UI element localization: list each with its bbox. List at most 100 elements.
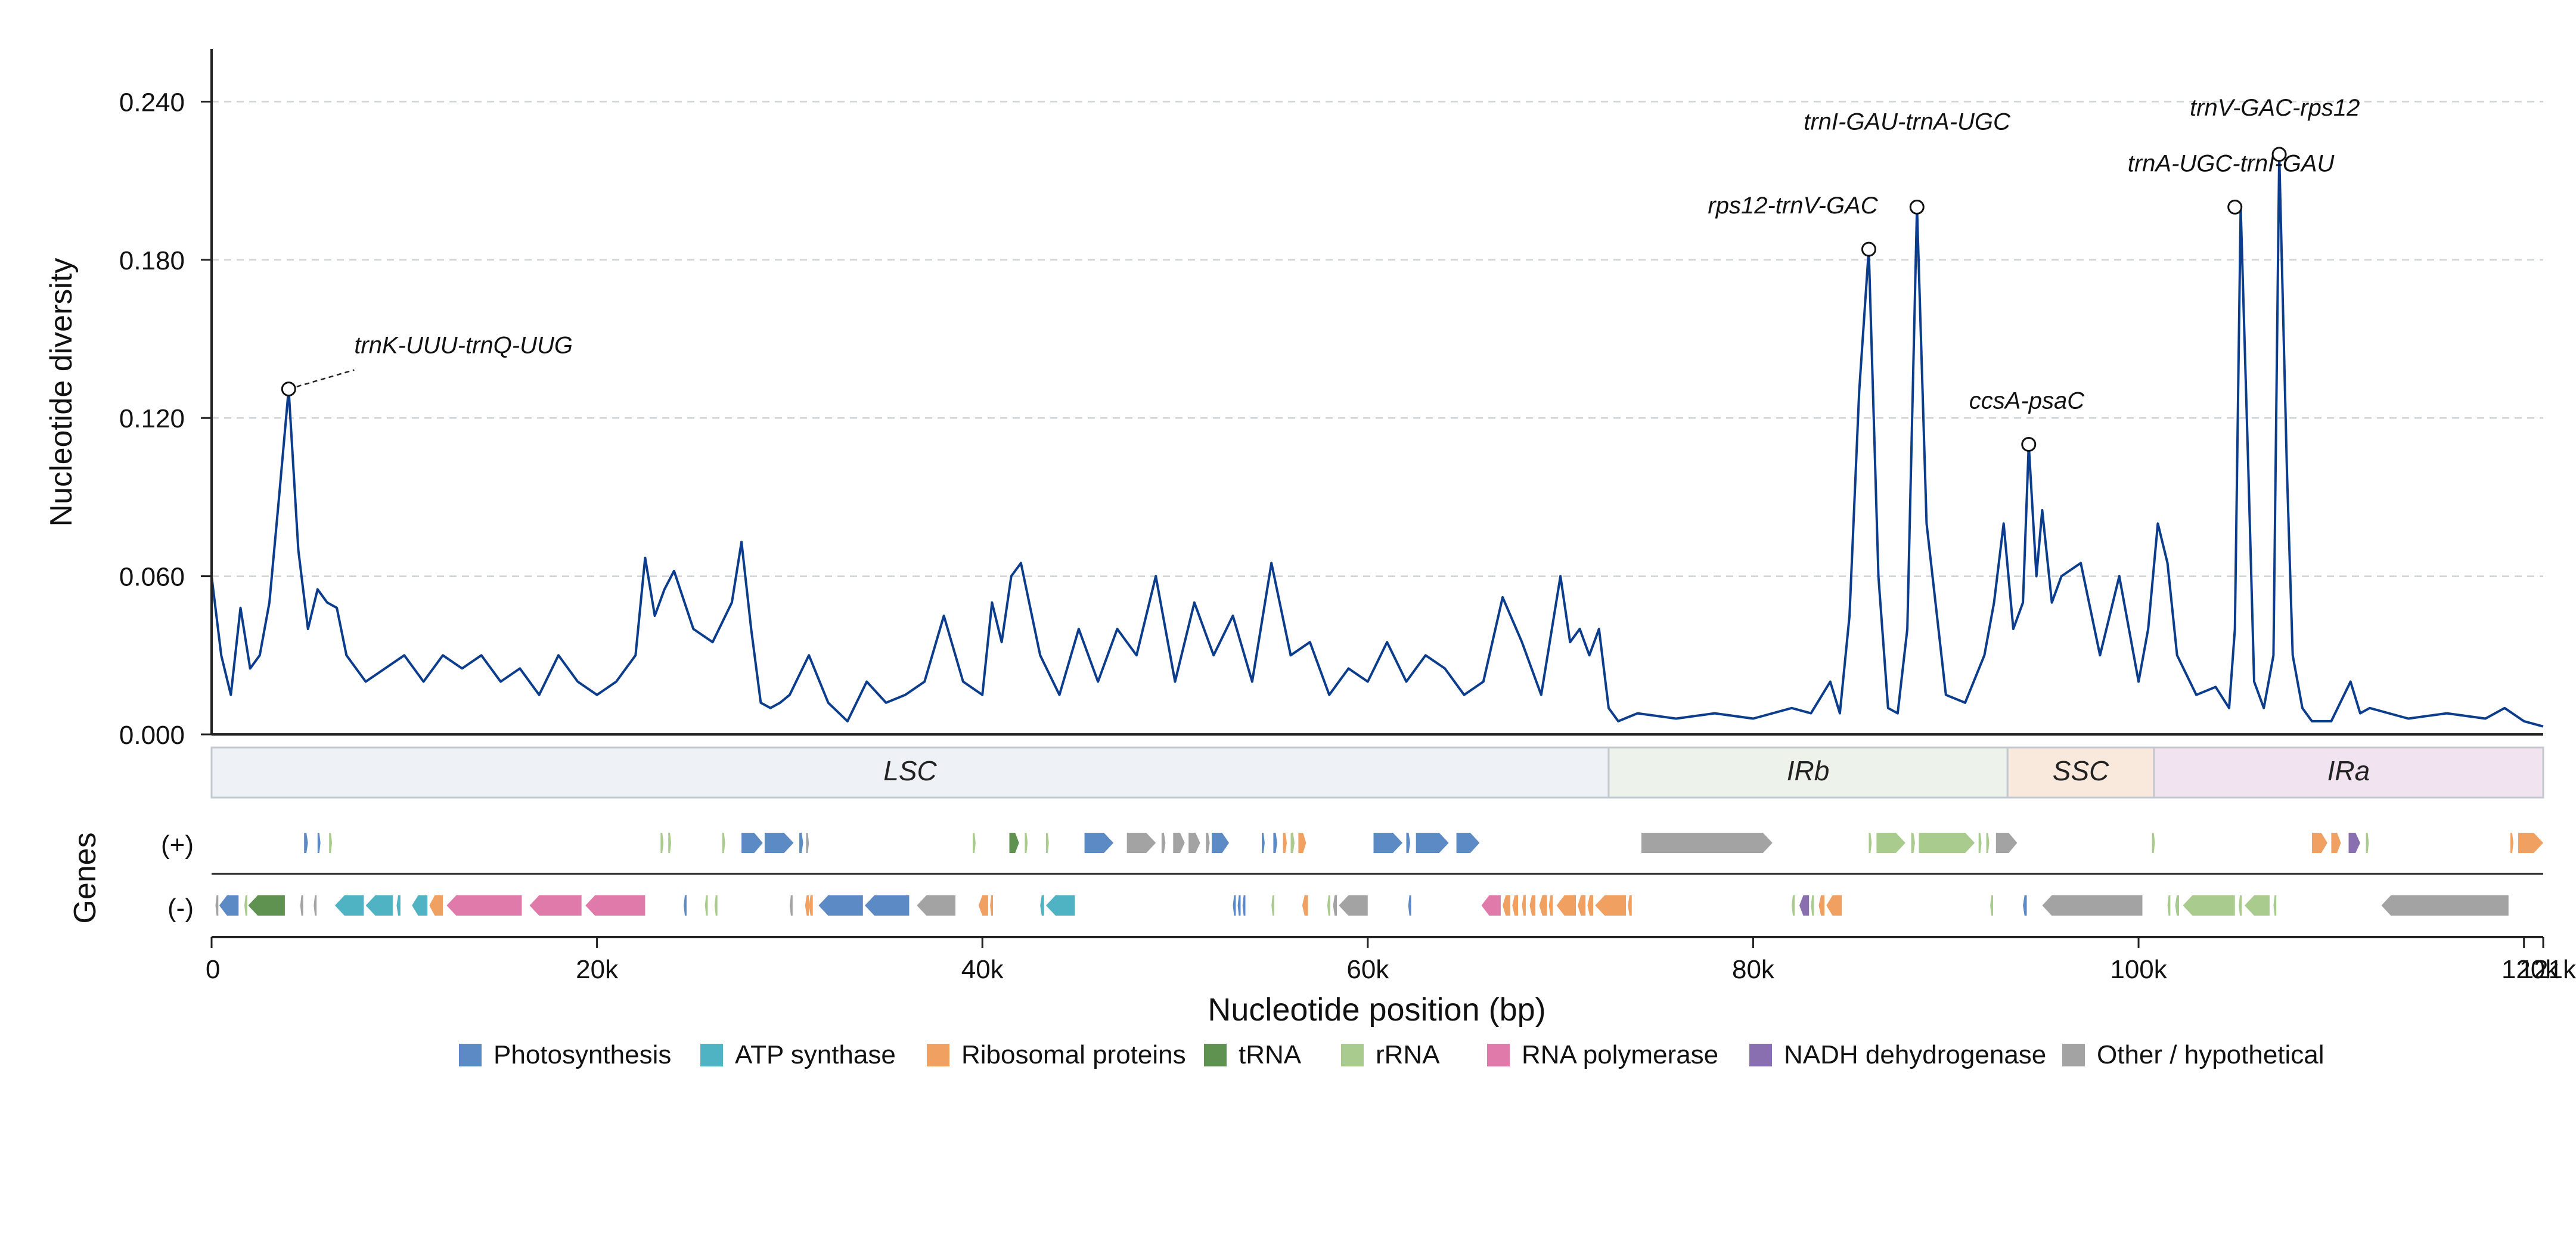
gene-minus: [1628, 895, 1632, 916]
legend-swatch: [700, 1044, 723, 1066]
gene-minus: [412, 895, 428, 916]
legend-item-label: Other / hypothetical: [2097, 1040, 2324, 1069]
peak-leader-line: [288, 369, 355, 390]
legend-item-label: NADH dehydrogenase: [1784, 1040, 2046, 1069]
gene-plus: [1126, 833, 1156, 853]
gene-minus: [334, 895, 364, 916]
y-tick-label: 0.060: [119, 563, 185, 592]
gene-minus: [714, 895, 718, 916]
gene-plus: [722, 833, 725, 853]
legend-item-label: Ribosomal proteins: [961, 1040, 1186, 1069]
legend-swatch: [1749, 1044, 1772, 1066]
genome-regions: LSC IRb SSC IRa: [210, 746, 2544, 799]
gene-minus: [1811, 895, 1814, 916]
peak-marker: [2227, 199, 2243, 215]
legend-swatch: [2062, 1044, 2085, 1066]
gene-plus: [1045, 833, 1049, 853]
gene-plus: [1084, 833, 1114, 853]
gene-tracks: [215, 833, 2543, 916]
gene-minus: [1040, 895, 1044, 916]
peak-label: trnA-UGC-trnI-GAU: [2128, 150, 2335, 176]
gene-minus: [2042, 895, 2143, 916]
gene-minus: [2175, 895, 2179, 916]
gene-minus: [219, 895, 239, 916]
gene-minus: [1556, 895, 1576, 916]
gene-minus: [818, 895, 863, 916]
minus-strand-label: (-): [167, 894, 194, 923]
gene-plus: [1188, 833, 1200, 853]
gene-plus: [1009, 833, 1019, 853]
y-axis-ticks: 0.000 0.060 0.120 0.180 0.240: [119, 88, 212, 750]
x-tick-label: 20k: [576, 955, 619, 984]
gene-minus: [1302, 895, 1308, 916]
gene-minus: [2167, 895, 2171, 916]
gene-minus: [1595, 895, 1627, 916]
gene-plus: [329, 833, 333, 853]
gene-minus: [1799, 895, 1810, 916]
gene-plus: [1978, 833, 1982, 853]
gene-plus: [1986, 833, 1990, 853]
gene-plus: [1298, 833, 1306, 853]
gene-minus: [1237, 895, 1241, 916]
peak-label: trnK-UUU-trnQ-UUG: [354, 333, 573, 359]
legend: Photosynthesis ATP synthase Ribosomal prot…: [459, 1040, 2324, 1069]
gene-minus: [2023, 895, 2027, 916]
x-tick-label: 100k: [2110, 955, 2167, 984]
gene-minus: [1408, 895, 1411, 916]
gene-plus: [1273, 833, 1277, 853]
gene-minus: [809, 895, 813, 916]
legend-swatch: [1204, 1044, 1227, 1066]
region-label: SSC: [2053, 755, 2109, 786]
gene-minus: [248, 895, 285, 916]
x-axis-label: Nucleotide position (bp): [1208, 992, 1545, 1028]
gene-minus: [529, 895, 582, 916]
gene-minus: [1818, 895, 1825, 916]
gene-plus: [1173, 833, 1185, 853]
diversity-line-layer: [210, 153, 2544, 728]
gene-plus: [1456, 833, 1480, 853]
legend-swatch: [1341, 1044, 1364, 1066]
peak-marker: [2021, 436, 2037, 452]
gene-minus: [1548, 895, 1553, 916]
gene-plus: [2348, 833, 2360, 853]
region-label: LSC: [883, 755, 937, 786]
gene-minus: [2381, 895, 2509, 916]
gene-minus: [1529, 895, 1536, 916]
gene-plus: [764, 833, 794, 853]
y-tick-label: 0.120: [119, 404, 185, 433]
gene-plus: [1876, 833, 1905, 853]
gene-minus: [1333, 895, 1337, 916]
x-tick-label: 0: [206, 955, 220, 984]
legend-swatch: [1487, 1044, 1510, 1066]
region-label: IRa: [2327, 755, 2370, 786]
gene-plus: [2312, 833, 2327, 853]
gene-minus: [2183, 895, 2235, 916]
peak-marker: [1861, 241, 1876, 257]
genes-label: Genes: [68, 832, 103, 923]
legend-item-label: RNA polymerase: [1522, 1040, 1718, 1069]
gene-plus: [2518, 833, 2543, 853]
gene-plus: [2510, 833, 2513, 853]
legend-item-label: tRNA: [1239, 1040, 1302, 1069]
gene-minus: [365, 895, 393, 916]
gene-minus: [1990, 895, 1993, 916]
gene-minus: [1522, 895, 1526, 916]
gene-plus: [799, 833, 803, 853]
gene-minus: [446, 895, 522, 916]
gene-plus: [2331, 833, 2341, 853]
y-axis-label: Nucleotide diversity: [44, 258, 79, 527]
gene-plus: [304, 833, 308, 853]
peak-label: trnV-GAC-rps12: [2190, 95, 2360, 121]
y-tick-label: 0.240: [119, 88, 185, 117]
gene-minus: [1481, 895, 1501, 916]
x-tick-label: 40k: [961, 955, 1004, 984]
gene-minus: [1587, 895, 1594, 916]
gene-plus: [1373, 833, 1402, 853]
gene-plus: [2366, 833, 2369, 853]
gene-plus: [1869, 833, 1872, 853]
y-tick-label: 0.000: [119, 721, 185, 750]
gene-plus: [660, 833, 664, 853]
x-tick-label: 60k: [1346, 955, 1389, 984]
gene-plus: [1416, 833, 1449, 853]
